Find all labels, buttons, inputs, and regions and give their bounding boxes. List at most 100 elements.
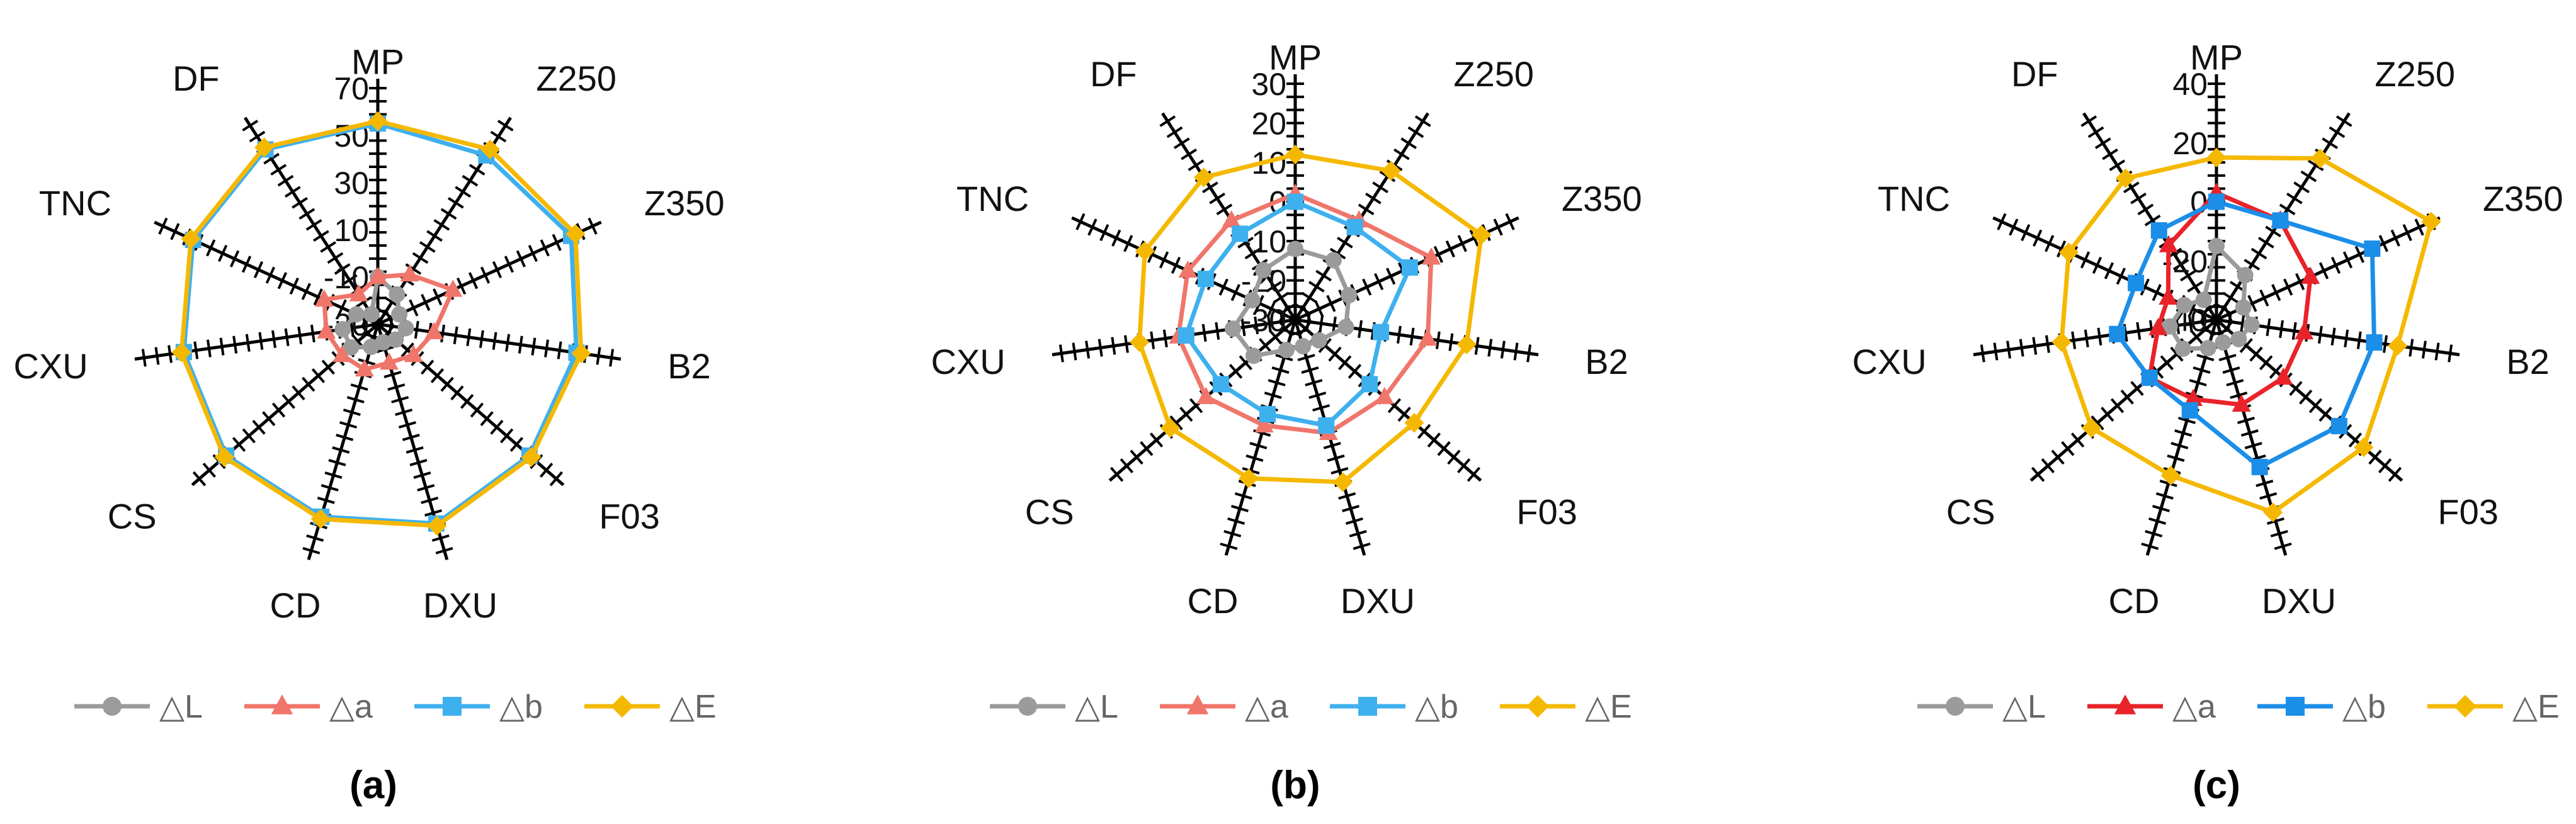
data-point bbox=[1177, 327, 1194, 344]
axis-tick bbox=[462, 174, 479, 187]
axis-tick bbox=[2187, 314, 2193, 333]
axis-tick bbox=[341, 274, 358, 286]
axis-tick bbox=[2342, 251, 2353, 269]
axis-tick bbox=[1409, 327, 1415, 346]
axis-tick bbox=[409, 459, 428, 466]
axis-tick bbox=[2308, 398, 2323, 414]
axis-tick bbox=[1338, 355, 1352, 371]
axis-tick bbox=[1239, 355, 1252, 371]
axis-tick bbox=[1445, 240, 1455, 258]
axis-tick bbox=[544, 339, 550, 358]
axis-tick bbox=[540, 239, 550, 257]
axis-tick bbox=[1264, 392, 1282, 399]
data-point bbox=[380, 352, 399, 370]
axis-tick bbox=[1147, 246, 1157, 263]
axis-tick bbox=[492, 261, 502, 279]
axis-tick bbox=[292, 196, 308, 209]
category-label: DF bbox=[1090, 54, 1137, 94]
axis-tick bbox=[1336, 237, 1353, 249]
category-label: F03 bbox=[1516, 492, 1577, 532]
data-point bbox=[1346, 218, 1363, 235]
data-point bbox=[2159, 235, 2178, 252]
value-tick-label: 70 bbox=[334, 71, 369, 106]
axis-tick bbox=[1150, 331, 1155, 349]
category-label: TNC bbox=[1878, 179, 1950, 218]
axis-tick bbox=[2266, 318, 2271, 337]
axis-tick bbox=[1130, 449, 1143, 465]
axis-tick bbox=[455, 186, 472, 198]
axis-tick bbox=[1228, 363, 1243, 379]
data-point bbox=[368, 111, 388, 132]
axis-tick bbox=[1159, 251, 1169, 269]
axis-tick bbox=[2084, 329, 2089, 347]
axis-tick bbox=[1338, 492, 1356, 500]
axis-tick bbox=[400, 342, 414, 358]
axis-tick bbox=[2201, 303, 2218, 315]
series-3 bbox=[2051, 147, 2441, 522]
axis-tick bbox=[1427, 432, 1441, 448]
data-point bbox=[2115, 168, 2136, 188]
axis-tick bbox=[2009, 218, 2019, 236]
legend-marker bbox=[103, 697, 122, 716]
axis-tick bbox=[327, 252, 344, 264]
axis-tick bbox=[355, 296, 372, 308]
series-3 bbox=[1129, 144, 1492, 492]
axis-tick bbox=[1327, 454, 1345, 462]
category-label: Z350 bbox=[1562, 179, 1642, 218]
axis-tick bbox=[1273, 291, 1290, 304]
axis-tick bbox=[328, 459, 346, 466]
axis-tick bbox=[167, 345, 173, 363]
data-point bbox=[2184, 388, 2203, 406]
axis-tick bbox=[284, 186, 301, 198]
axis-tick bbox=[1266, 314, 1272, 333]
category-label: DF bbox=[2011, 54, 2058, 94]
data-point bbox=[1341, 287, 1358, 304]
data-point bbox=[2181, 402, 2198, 419]
category-label: DXU bbox=[423, 585, 497, 625]
radar-axis bbox=[1224, 319, 1297, 556]
axis-tick bbox=[2414, 218, 2424, 236]
axis-tick bbox=[2409, 339, 2414, 357]
axis-tick bbox=[2368, 449, 2382, 465]
axis-tick bbox=[1109, 466, 1124, 482]
data-point bbox=[332, 344, 352, 363]
series-line bbox=[1176, 191, 1434, 436]
data-point bbox=[1196, 387, 1216, 404]
axis-tick bbox=[453, 326, 458, 344]
axis-tick bbox=[509, 437, 524, 452]
data-point bbox=[2295, 322, 2314, 340]
category-label: Z350 bbox=[2483, 179, 2563, 218]
data-point bbox=[2251, 458, 2268, 475]
data-point bbox=[2421, 212, 2441, 232]
data-point bbox=[171, 342, 191, 363]
axis-tick bbox=[2286, 192, 2303, 205]
axis-tick bbox=[383, 371, 402, 378]
data-point bbox=[2354, 437, 2374, 458]
axis-tick bbox=[1365, 192, 1382, 205]
axis-tick bbox=[1435, 331, 1441, 349]
data-point bbox=[1259, 405, 1276, 422]
data-point bbox=[1373, 324, 1390, 341]
axis-tick bbox=[1245, 454, 1264, 462]
legend-marker bbox=[2286, 697, 2305, 716]
axis-tick bbox=[448, 196, 464, 209]
axis-tick bbox=[413, 471, 431, 479]
axis-tick bbox=[480, 266, 491, 284]
category-label: CD bbox=[270, 585, 321, 625]
axis-tick bbox=[414, 320, 419, 339]
legend-marker bbox=[1526, 695, 1549, 718]
axis-tick bbox=[206, 239, 216, 257]
axis-tick bbox=[1230, 284, 1240, 302]
value-tick-label: 30 bbox=[1251, 67, 1286, 102]
category-label: CD bbox=[1188, 581, 1239, 621]
series-1 bbox=[314, 264, 463, 377]
axis-tick bbox=[2307, 159, 2324, 171]
axis-tick bbox=[1218, 278, 1228, 296]
axis-tick bbox=[2318, 407, 2332, 422]
axis-tick bbox=[242, 120, 259, 132]
axis-tick bbox=[2097, 327, 2102, 346]
axis-tick bbox=[1393, 148, 1410, 161]
axis-tick bbox=[321, 359, 335, 375]
data-point bbox=[1318, 417, 1335, 434]
